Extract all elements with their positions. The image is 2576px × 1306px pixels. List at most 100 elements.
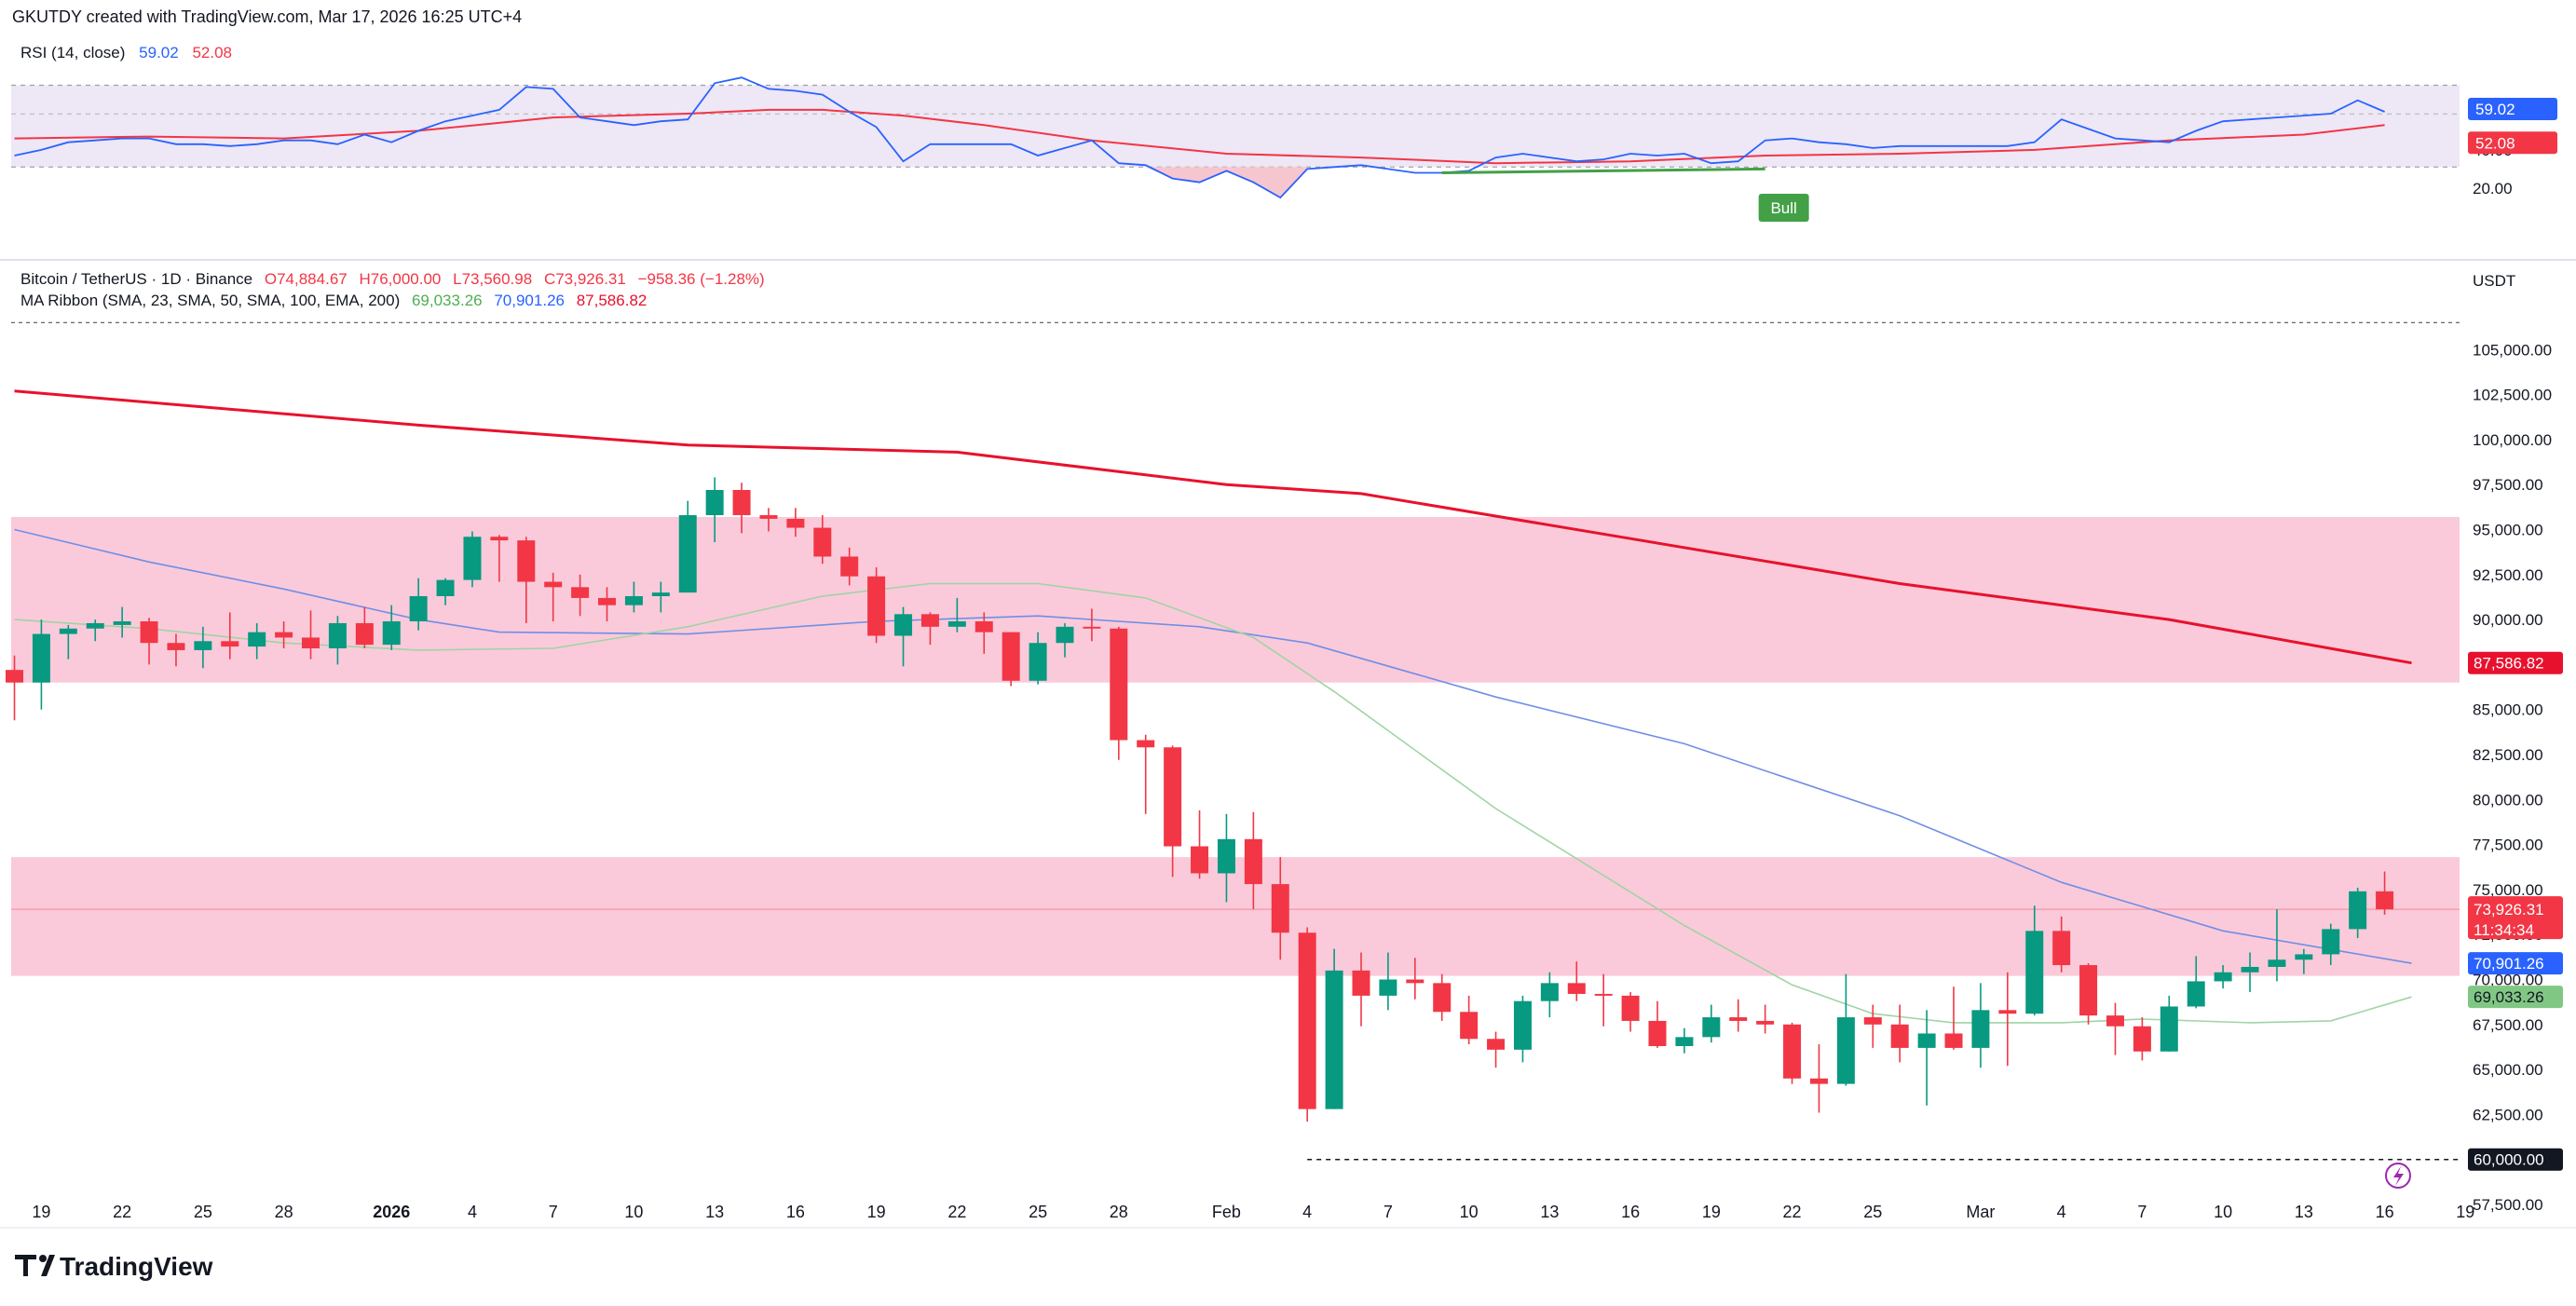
candle-body [355, 622, 374, 646]
candle-body [1110, 628, 1128, 741]
price-tick-label: 85,000.00 [2473, 701, 2543, 719]
time-tick-label: 28 [1110, 1203, 1128, 1221]
symbol-legend[interactable]: Bitcoin / TetherUS · 1D · Binance O74,88… [20, 270, 765, 288]
candle [1137, 734, 1155, 814]
candle-body [221, 641, 239, 647]
time-tick-label: 10 [624, 1203, 643, 1221]
main-price-pane[interactable]: USDT 105,000.00 102,500.00 100,000.00 97,500… [6, 270, 2563, 1214]
candle-body [1729, 1017, 1748, 1021]
candle [1836, 973, 1855, 1086]
candle [2025, 905, 2044, 1016]
lightning-icon[interactable] [2385, 1163, 2411, 1189]
candle [1540, 972, 1559, 1018]
candle-body [2241, 966, 2259, 973]
candle [140, 618, 158, 665]
candle-body [1917, 1033, 1936, 1048]
ma-ribbon-legend[interactable]: MA Ribbon (SMA, 23, SMA, 50, SMA, 100, E… [20, 292, 647, 309]
candle-body [1164, 747, 1182, 847]
candle [651, 581, 670, 613]
candle [1890, 1004, 1909, 1063]
candle [1998, 972, 2017, 1067]
candle-body [59, 628, 77, 634]
candle [248, 622, 266, 660]
candle [113, 606, 131, 638]
candle [1971, 983, 1990, 1068]
candle [517, 537, 536, 623]
candle-body [705, 489, 724, 516]
ohlc-low: L73,560.98 [453, 270, 532, 288]
price-tick-label: 82,500.00 [2473, 746, 2543, 764]
symbol-name: Bitcoin / TetherUS · 1D · Binance [20, 270, 252, 288]
candle-body [1056, 626, 1074, 644]
candle-body [1675, 1037, 1694, 1046]
candle-body [2322, 929, 2340, 955]
ma-value-sma23: 69,033.26 [412, 292, 483, 309]
candle [6, 655, 23, 721]
candle [813, 515, 832, 565]
candle-body [2052, 931, 2071, 966]
candle [59, 624, 77, 660]
rsi-legend[interactable]: RSI (14, close) 59.02 52.08 [20, 44, 232, 61]
candle [167, 633, 185, 667]
candle-body [463, 537, 482, 580]
price-tick-label: 65,000.00 [2473, 1061, 2543, 1079]
sma-23-line [14, 582, 2412, 1024]
candle [1729, 999, 1748, 1032]
candle [1460, 995, 1479, 1045]
candle-body [1890, 1024, 1909, 1048]
rsi-ma-value-label: 52.08 [2468, 131, 2557, 155]
candle [1621, 992, 1640, 1032]
last-price-label: 73,926.31 11:34:34 [2468, 896, 2563, 940]
candle [975, 612, 993, 654]
candle-body [1460, 1012, 1479, 1040]
candle [2106, 1002, 2124, 1055]
ma-ribbon-name: MA Ribbon (SMA, 23, SMA, 50, SMA, 100, E… [20, 292, 400, 309]
candle [867, 567, 886, 644]
level-60000-label: 60,000.00 [2468, 1148, 2563, 1171]
candle [1809, 1044, 1828, 1113]
candle [1191, 809, 1209, 879]
candle-body [975, 621, 993, 633]
candle-body [1756, 1020, 1775, 1025]
price-tick-label: 90,000.00 [2473, 611, 2543, 629]
candle [221, 612, 239, 660]
ma-value-sma50: 70,901.26 [494, 292, 565, 309]
candle [1083, 608, 1101, 642]
candle-body [2295, 954, 2313, 960]
candle-body [32, 633, 50, 683]
candle [2349, 887, 2367, 939]
candle-body [1702, 1017, 1721, 1038]
candle-body [490, 537, 509, 541]
price-tick-label: 80,000.00 [2473, 791, 2543, 809]
candle-body [1998, 1010, 2017, 1014]
candle-body [1325, 970, 1343, 1109]
candle [2160, 995, 2178, 1052]
candle [1756, 1004, 1775, 1034]
rsi-pane[interactable]: Bull RSI (14, close) 59.02 52.08 40.0020… [11, 44, 2557, 222]
candle [1944, 986, 1963, 1050]
price-axis[interactable]: USDT 105,000.00 102,500.00 100,000.00 97,500… [2468, 272, 2563, 1214]
time-tick-label: 22 [1783, 1203, 1802, 1221]
candle [86, 619, 104, 642]
candle-body [1487, 1039, 1506, 1050]
candle [1379, 952, 1397, 1011]
candle [1002, 632, 1020, 687]
candle-body [651, 592, 670, 596]
time-tick-label: 25 [1863, 1203, 1882, 1221]
candle-body [2133, 1026, 2151, 1052]
tradingview-logo-icon [15, 1255, 55, 1276]
rsi-tick-label: 20.00 [2473, 180, 2513, 197]
price-axis-currency: USDT [2473, 272, 2515, 290]
price-tick-label: 62,500.00 [2473, 1106, 2543, 1123]
candle [2322, 923, 2340, 966]
candle-body [2268, 959, 2286, 967]
time-tick-label: 10 [2214, 1203, 2232, 1221]
time-tick-label: 2026 [373, 1203, 410, 1221]
candle-body [1406, 979, 1424, 984]
time-axis[interactable]: 19 22 25 28 2026 4 7 10 13 16 19 22 25 28 Feb 4 7 10 13 16 1… [32, 1203, 2474, 1221]
candle [2376, 871, 2394, 915]
candle [571, 574, 590, 617]
candle-body [947, 621, 966, 627]
